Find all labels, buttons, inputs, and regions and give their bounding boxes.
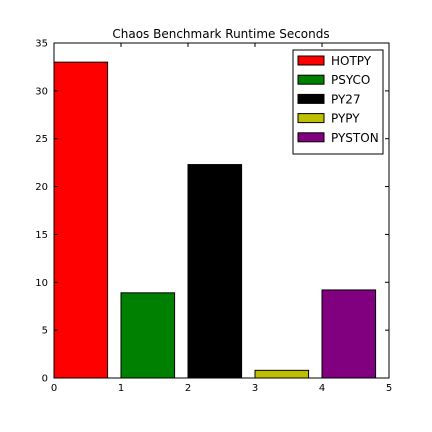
x-tick-label: 4	[319, 383, 325, 394]
y-tick-label: 15	[35, 230, 48, 241]
legend-label-pypy: PYPY	[331, 112, 360, 126]
legend-swatch-pyston	[297, 132, 325, 143]
legend-label-psyco: PSYCO	[331, 73, 370, 87]
legend-swatch-hotpy	[297, 55, 325, 66]
y-tick-label: 10	[35, 278, 48, 289]
y-tick-label: 0	[42, 374, 48, 385]
legend: HOTPY PSYCO PY27 PYPY PYSTON	[292, 49, 384, 155]
bar-pyston	[321, 289, 377, 379]
plot-frame	[53, 42, 390, 379]
x-tick-label: 1	[118, 383, 124, 394]
bar-pypy	[254, 369, 310, 379]
x-tick-label: 2	[185, 383, 191, 394]
y-tick-label: 20	[35, 182, 48, 193]
chart-title: Chaos Benchmark Runtime Seconds	[112, 27, 329, 41]
bar-psyco	[120, 292, 176, 379]
bar-py27	[187, 164, 243, 379]
y-tick-label: 35	[35, 39, 48, 50]
legend-swatch-psyco	[297, 74, 325, 85]
y-tick-label: 30	[35, 86, 48, 97]
legend-swatch-py27	[297, 93, 325, 104]
x-tick-label: 3	[252, 383, 258, 394]
bars-group	[53, 61, 377, 379]
bar-hotpy	[53, 61, 109, 379]
legend-label-hotpy: HOTPY	[331, 54, 372, 68]
x-tick-label: 5	[386, 383, 392, 394]
legend-label-pyston: PYSTON	[331, 131, 379, 145]
x-axis-ticks: 0 1 2 3 4 5	[51, 43, 392, 394]
y-tick-label: 25	[35, 134, 48, 145]
legend-swatch-pypy	[297, 113, 325, 124]
y-tick-label: 5	[42, 326, 48, 337]
y-axis-ticks: 0 5 10 15 20 25 30 35	[35, 39, 389, 385]
x-tick-label: 0	[51, 383, 57, 394]
legend-label-py27: PY27	[331, 92, 361, 106]
